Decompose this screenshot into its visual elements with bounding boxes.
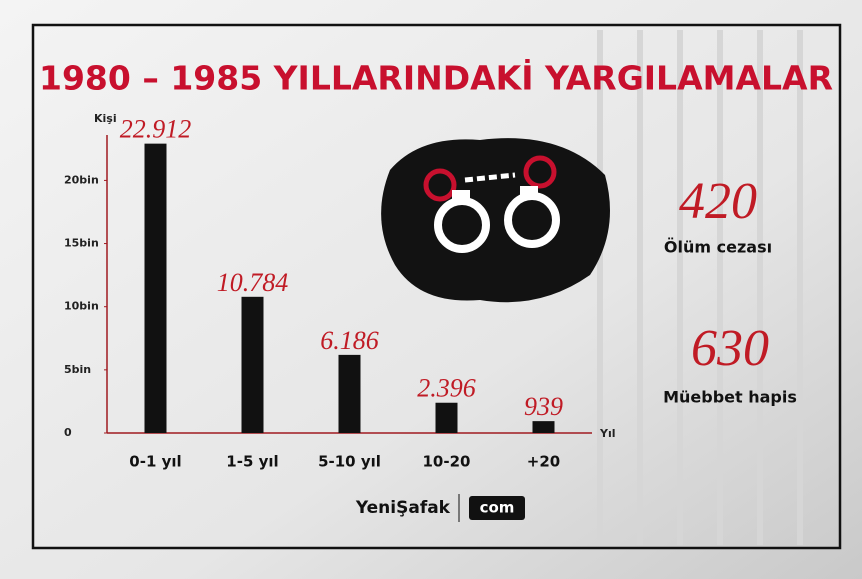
y-tick-label: 5bin xyxy=(64,363,91,376)
x-tick-label: 5-10 yıl xyxy=(318,453,381,471)
value-label: 6.186 xyxy=(320,326,379,355)
bar xyxy=(145,144,167,433)
bar xyxy=(533,421,555,433)
value-label: 939 xyxy=(524,392,563,421)
bar xyxy=(436,403,458,433)
bar xyxy=(339,355,361,433)
y-tick-label: 0 xyxy=(64,426,72,439)
x-axis-label: Yıl xyxy=(599,427,616,440)
chart-title: 1980 – 1985 YILLARINDAKİ YARGILAMALAR xyxy=(39,58,833,98)
infographic: 1980 – 1985 YILLARINDAKİ YARGILAMALAR Ki… xyxy=(0,0,862,579)
brand-name: YeniŞafak xyxy=(355,498,451,518)
value-label: 22.912 xyxy=(120,115,192,144)
x-tick-label: 1-5 yıl xyxy=(226,453,278,471)
x-tick-label: 10-20 xyxy=(423,453,471,471)
stat-value: 420 xyxy=(679,173,757,230)
value-label: 2.396 xyxy=(417,374,476,403)
y-tick-label: 15bin xyxy=(64,237,99,250)
x-tick-label: +20 xyxy=(527,453,560,471)
handcuffs-icon xyxy=(381,138,610,302)
stat-value: 630 xyxy=(691,320,769,377)
stat-label: Müebbet hapis xyxy=(663,388,797,407)
y-tick-label: 20bin xyxy=(64,173,99,186)
value-label: 10.784 xyxy=(217,268,289,297)
x-tick-label: 0-1 yıl xyxy=(129,453,181,471)
brand-suffix: com xyxy=(480,499,515,517)
stat-label: Ölüm cezası xyxy=(664,238,772,257)
bar xyxy=(242,297,264,433)
y-tick-label: 10bin xyxy=(64,300,99,313)
y-axis-label: Kişi xyxy=(94,112,117,125)
